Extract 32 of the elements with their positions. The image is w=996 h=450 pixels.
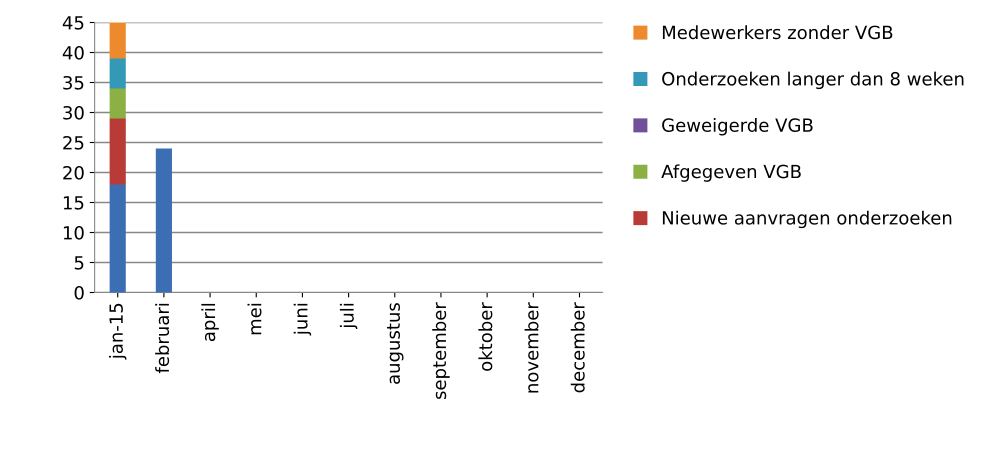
y-tick-label: 10 xyxy=(64,226,84,240)
bar xyxy=(110,58,126,88)
x-tick-label: mei xyxy=(248,304,262,334)
y-tick-label: 45 xyxy=(62,16,84,30)
y-tick-label: 5 xyxy=(74,256,84,270)
x-tick-label: juni xyxy=(294,304,312,336)
y-tick-label: 35 xyxy=(63,76,84,90)
y-tick-label: 25 xyxy=(63,136,84,150)
bar xyxy=(110,118,126,184)
x-tick-label: april xyxy=(201,304,219,342)
bar xyxy=(110,88,126,118)
y-tick-label: 30 xyxy=(63,106,84,120)
bar xyxy=(110,184,126,292)
x-tick-label: februari xyxy=(155,304,170,374)
legend-label: Geweigerde VGB xyxy=(662,118,813,136)
x-tick-label: december xyxy=(570,302,585,392)
legend-label: Onderzoeken langer dan 8 weken xyxy=(662,72,964,90)
x-tick-label: jan-15 xyxy=(108,304,126,360)
x-tick-label: oktober xyxy=(478,302,492,371)
x-tick-label: november xyxy=(524,302,539,392)
x-tick-label: augustus xyxy=(387,303,404,384)
bar xyxy=(110,22,126,58)
x-tick-label: september xyxy=(432,302,450,399)
legend-label: Afgegeven VGB xyxy=(661,164,801,182)
legend-label: Medewerkers zonder VGB xyxy=(662,25,892,40)
y-tick-label: 40 xyxy=(62,46,84,60)
y-tick-label: 0 xyxy=(74,286,84,300)
y-tick-label: 15 xyxy=(64,196,84,210)
x-tick-label: juli xyxy=(340,304,358,330)
y-tick-label: 20 xyxy=(63,166,84,180)
legend-label: Nieuwe aanvragen onderzoeken xyxy=(662,210,952,228)
bar xyxy=(156,148,172,292)
